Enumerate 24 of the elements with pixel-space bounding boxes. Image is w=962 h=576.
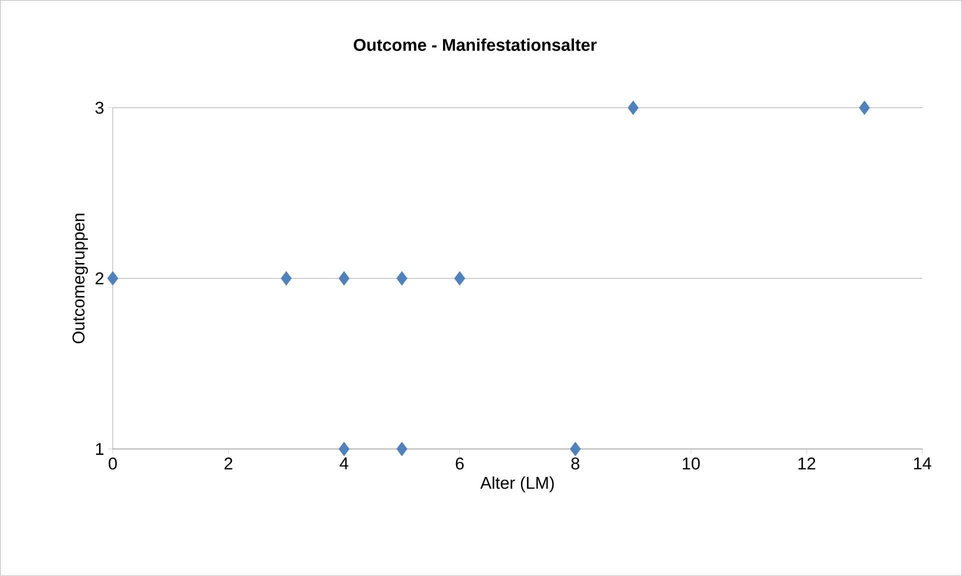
point (280, 271, 292, 286)
y-tick-label: 1 (96, 443, 104, 455)
point (396, 271, 408, 286)
x-tick-label: 14 (914, 458, 932, 470)
chart-title: Outcome - Manifestationsalter (354, 38, 597, 52)
x-tick-label: 2 (224, 458, 232, 470)
x-tick-label: 8 (571, 458, 580, 470)
point (859, 100, 870, 116)
x-tick-label: 4 (340, 458, 348, 470)
point (338, 271, 350, 286)
x-tick-label: 0 (108, 458, 117, 470)
point (107, 271, 118, 286)
x-axis-title: Alter (LM) (480, 476, 554, 492)
point (454, 271, 466, 286)
point (628, 100, 639, 116)
point (396, 442, 408, 456)
point (338, 442, 350, 456)
x-tick-label: 10 (682, 458, 700, 470)
point (570, 442, 581, 456)
x-tick-label: 6 (456, 458, 464, 470)
y-axis-title: Outcomegruppen (72, 214, 88, 344)
x-tick-label: 12 (798, 458, 816, 470)
y-tick-label: 3 (95, 102, 104, 114)
y-tick-label: 2 (96, 272, 104, 284)
